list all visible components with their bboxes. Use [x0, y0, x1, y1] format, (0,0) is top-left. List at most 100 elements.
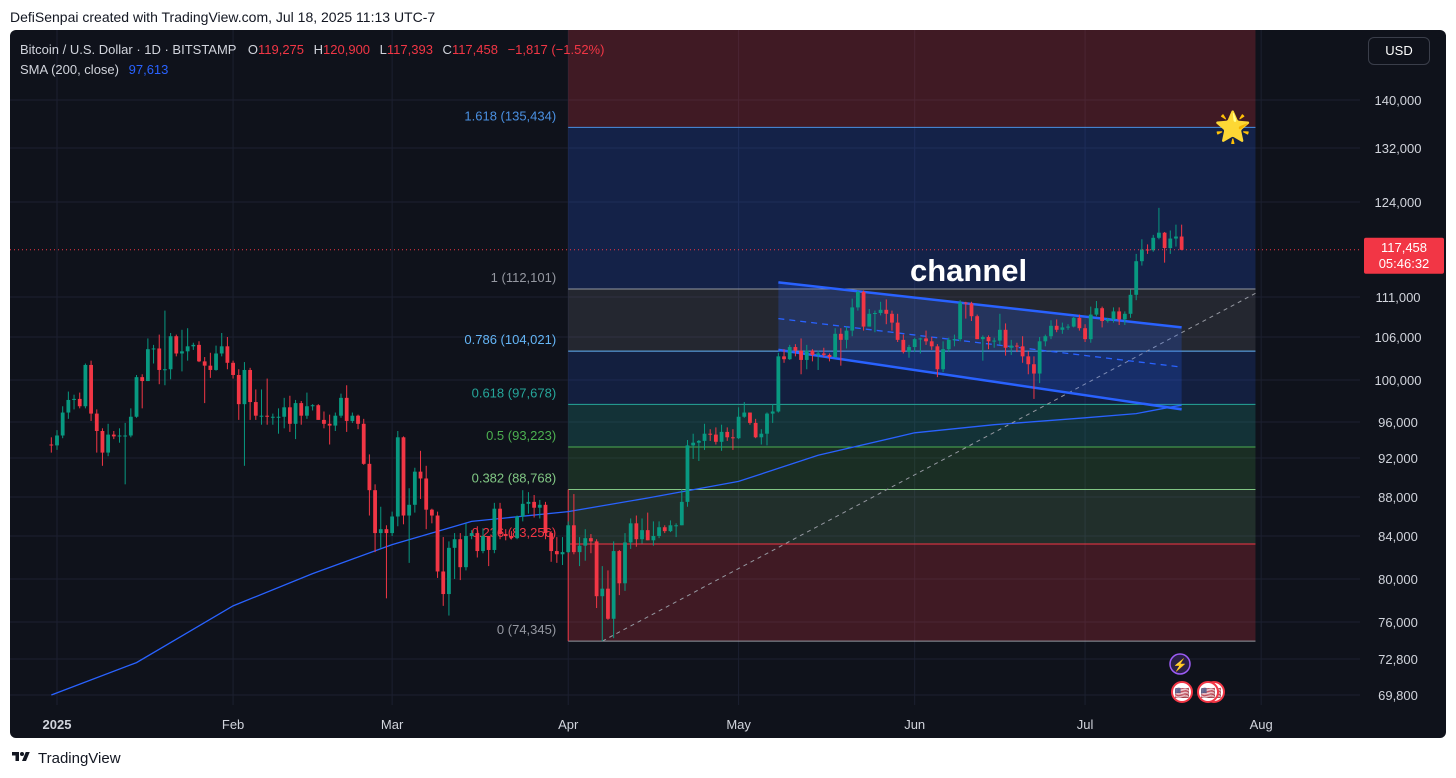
attribution-bar: DefiSenpai created with TradingView.com,… — [0, 0, 1456, 30]
candle — [1179, 224, 1184, 251]
candle-body — [475, 533, 480, 552]
candle-body — [305, 406, 309, 416]
candle-body — [373, 490, 377, 534]
candle-body — [492, 508, 497, 550]
candle-body — [486, 536, 491, 550]
sma-label: SMA (200, close) — [20, 62, 119, 77]
candle-body — [804, 350, 809, 360]
candle — [918, 337, 923, 354]
candle-body — [418, 471, 423, 479]
candle — [1066, 324, 1070, 330]
candle-body — [520, 503, 525, 517]
time-axis: 2025 Feb Mar Apr May Jun Jul Aug — [43, 717, 1273, 732]
candle — [253, 389, 258, 420]
candle — [975, 314, 980, 340]
channel-lower-line — [778, 348, 1182, 411]
candle — [225, 337, 230, 370]
candle — [634, 515, 639, 547]
candle — [884, 299, 889, 325]
candle-body — [299, 403, 304, 416]
candle — [1134, 253, 1139, 301]
candle-body — [583, 538, 588, 546]
candle — [259, 389, 264, 425]
candle — [77, 392, 82, 409]
sma-200-line — [51, 404, 1182, 696]
candle — [890, 310, 894, 331]
candle — [94, 409, 99, 453]
sma-legend-row[interactable]: SMA (200, close) 97,613 — [20, 60, 604, 80]
candle-body — [197, 344, 201, 362]
candle-body — [855, 291, 860, 308]
chart-panel[interactable]: 1.618 (135,434) 1 (112,101) 0.786 (104,021… — [10, 30, 1446, 738]
candle-body — [509, 536, 514, 539]
candle-body — [1157, 232, 1161, 238]
fib-zone — [568, 351, 1256, 405]
candle-body — [549, 533, 554, 552]
candle — [952, 334, 957, 347]
price-axis-label: 132,000 — [1375, 141, 1422, 156]
candle — [1094, 301, 1099, 317]
candle-body — [895, 322, 900, 340]
candle-body — [657, 527, 661, 536]
candle-body — [435, 515, 440, 572]
candle — [1003, 323, 1008, 356]
candle-body — [248, 369, 253, 403]
candle — [83, 363, 88, 409]
candle — [1105, 317, 1110, 323]
candle — [333, 412, 338, 431]
high-label: H — [313, 42, 324, 57]
candle-body — [748, 412, 752, 423]
candle-body — [986, 337, 991, 342]
candle-body — [606, 588, 610, 619]
candle-body — [759, 433, 764, 438]
candle-body — [208, 365, 213, 370]
price-axis-label: 84,000 — [1378, 529, 1418, 544]
attribution-text: DefiSenpai created with TradingView.com,… — [10, 9, 436, 25]
candle-body — [1077, 317, 1082, 329]
price-axis-label: 69,800 — [1378, 688, 1418, 703]
candle — [72, 394, 76, 410]
candle-body — [55, 435, 59, 446]
candle-body — [452, 539, 457, 548]
candle — [219, 333, 224, 357]
candle-body — [691, 442, 696, 446]
candle — [946, 337, 951, 353]
candle-body — [168, 336, 173, 370]
candle-body — [713, 434, 718, 442]
candle — [736, 407, 741, 440]
candle — [600, 566, 605, 642]
candle-body — [969, 303, 974, 317]
candle — [236, 369, 241, 420]
fib-zone — [568, 489, 1256, 544]
candle-body — [901, 339, 906, 353]
candle — [503, 529, 508, 541]
event-markers: ⚡🇺🇸🇺🇸🇺🇸 — [1169, 653, 1225, 703]
candle — [537, 499, 542, 519]
candle-body — [447, 547, 451, 595]
last-price-label: 117,458 — [1381, 240, 1427, 255]
candle — [997, 313, 1002, 345]
candle-body — [594, 541, 599, 597]
candle — [1139, 239, 1144, 266]
candle — [560, 537, 565, 566]
candle — [765, 412, 769, 446]
candle-body — [526, 501, 531, 504]
candle — [327, 414, 332, 445]
time-axis-label: Aug — [1250, 717, 1273, 732]
price-chart[interactable]: 1.618 (135,434) 1 (112,101) 0.786 (104,021… — [10, 30, 1446, 738]
candle-body — [742, 412, 747, 417]
candle-body — [339, 397, 343, 416]
candle — [577, 537, 582, 567]
lightning-event-glyph: ⚡ — [1173, 658, 1188, 672]
last-price-badge — [1364, 237, 1444, 274]
candle-body — [219, 346, 224, 354]
channel-mid-line — [778, 317, 1182, 368]
candle-body — [356, 415, 360, 424]
candle-body — [725, 431, 730, 438]
footer-bar: TradingView — [0, 738, 1456, 778]
candle-body — [731, 437, 735, 439]
candle — [1088, 306, 1093, 343]
currency-button[interactable]: USD — [1368, 37, 1430, 65]
candle-body — [1179, 236, 1184, 250]
candle-body — [611, 551, 616, 619]
